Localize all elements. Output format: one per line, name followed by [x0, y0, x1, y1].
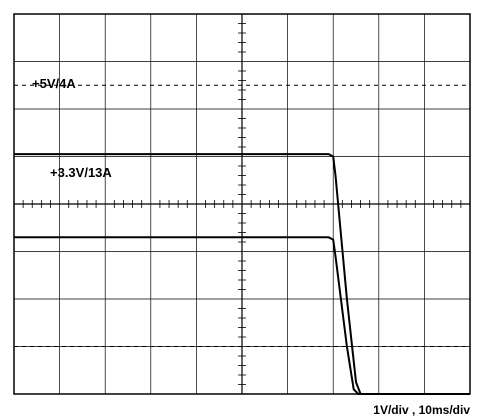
trace-label-5v: +5V/4A: [32, 76, 76, 91]
trace-label-3v3: +3.3V/13A: [50, 165, 112, 180]
scale-label: 1V/div , 10ms/div: [373, 403, 470, 417]
grid: [13, 13, 471, 395]
trace-0: [14, 153, 470, 395]
marker-lines: [14, 84, 470, 347]
trace-1: [14, 236, 470, 395]
labels: +5V/4A +3.3V/13A 1V/div , 10ms/div: [32, 76, 470, 417]
traces: [14, 153, 470, 395]
